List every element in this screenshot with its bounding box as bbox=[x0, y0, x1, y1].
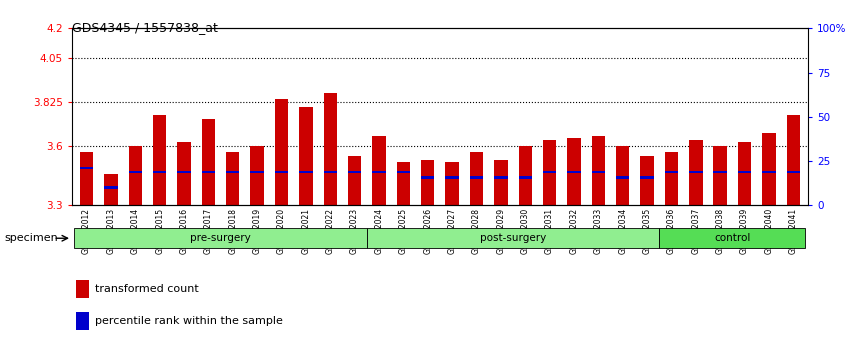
Bar bbox=[275, 99, 288, 205]
Bar bbox=[738, 142, 751, 205]
Bar bbox=[591, 171, 605, 173]
Bar bbox=[665, 152, 678, 205]
Bar bbox=[372, 171, 386, 173]
Bar bbox=[568, 138, 580, 205]
Text: pre-surgery: pre-surgery bbox=[190, 233, 251, 243]
Bar bbox=[397, 171, 410, 173]
Bar bbox=[226, 171, 239, 173]
Bar bbox=[104, 186, 118, 189]
Bar bbox=[153, 115, 167, 205]
Bar bbox=[153, 171, 167, 173]
Text: percentile rank within the sample: percentile rank within the sample bbox=[96, 316, 283, 326]
Bar bbox=[762, 171, 776, 173]
Bar bbox=[445, 162, 459, 205]
Bar bbox=[445, 176, 459, 179]
Bar bbox=[129, 171, 142, 173]
Text: transformed count: transformed count bbox=[96, 284, 199, 294]
Bar bbox=[738, 171, 751, 173]
Bar bbox=[591, 137, 605, 205]
Bar bbox=[713, 146, 727, 205]
Bar bbox=[250, 171, 264, 173]
Bar bbox=[104, 174, 118, 205]
Bar bbox=[689, 171, 702, 173]
Bar bbox=[178, 171, 190, 173]
Bar bbox=[787, 115, 800, 205]
Bar bbox=[201, 171, 215, 173]
Bar bbox=[397, 162, 410, 205]
Bar bbox=[275, 171, 288, 173]
Bar bbox=[543, 171, 557, 173]
Bar bbox=[323, 93, 337, 205]
Bar bbox=[543, 141, 557, 205]
Bar bbox=[665, 171, 678, 173]
Bar bbox=[75, 312, 89, 330]
Bar bbox=[616, 176, 629, 179]
Text: specimen: specimen bbox=[4, 233, 58, 243]
Bar bbox=[75, 280, 89, 298]
Bar bbox=[421, 176, 435, 179]
Text: control: control bbox=[714, 233, 750, 243]
Bar bbox=[713, 171, 727, 173]
Bar bbox=[74, 228, 367, 249]
Text: GDS4345 / 1557838_at: GDS4345 / 1557838_at bbox=[72, 21, 217, 34]
Bar bbox=[299, 107, 312, 205]
Bar bbox=[470, 152, 483, 205]
Bar bbox=[640, 156, 654, 205]
Text: post-surgery: post-surgery bbox=[480, 233, 547, 243]
Bar bbox=[421, 160, 435, 205]
Bar bbox=[201, 119, 215, 205]
Bar bbox=[372, 137, 386, 205]
Bar bbox=[762, 132, 776, 205]
Bar bbox=[689, 141, 702, 205]
Bar bbox=[568, 171, 580, 173]
Bar bbox=[178, 142, 190, 205]
Bar bbox=[494, 160, 508, 205]
Bar bbox=[299, 171, 312, 173]
Bar bbox=[367, 228, 659, 249]
Bar bbox=[80, 152, 93, 205]
Bar bbox=[348, 156, 361, 205]
Bar bbox=[519, 176, 532, 179]
Bar bbox=[470, 176, 483, 179]
Bar bbox=[519, 146, 532, 205]
Bar bbox=[616, 146, 629, 205]
Bar bbox=[250, 146, 264, 205]
Bar bbox=[640, 176, 654, 179]
Bar bbox=[348, 171, 361, 173]
Bar bbox=[80, 167, 93, 169]
Bar bbox=[494, 176, 508, 179]
Bar bbox=[226, 152, 239, 205]
Bar bbox=[659, 228, 805, 249]
Bar bbox=[323, 171, 337, 173]
Bar bbox=[787, 171, 800, 173]
Bar bbox=[129, 146, 142, 205]
